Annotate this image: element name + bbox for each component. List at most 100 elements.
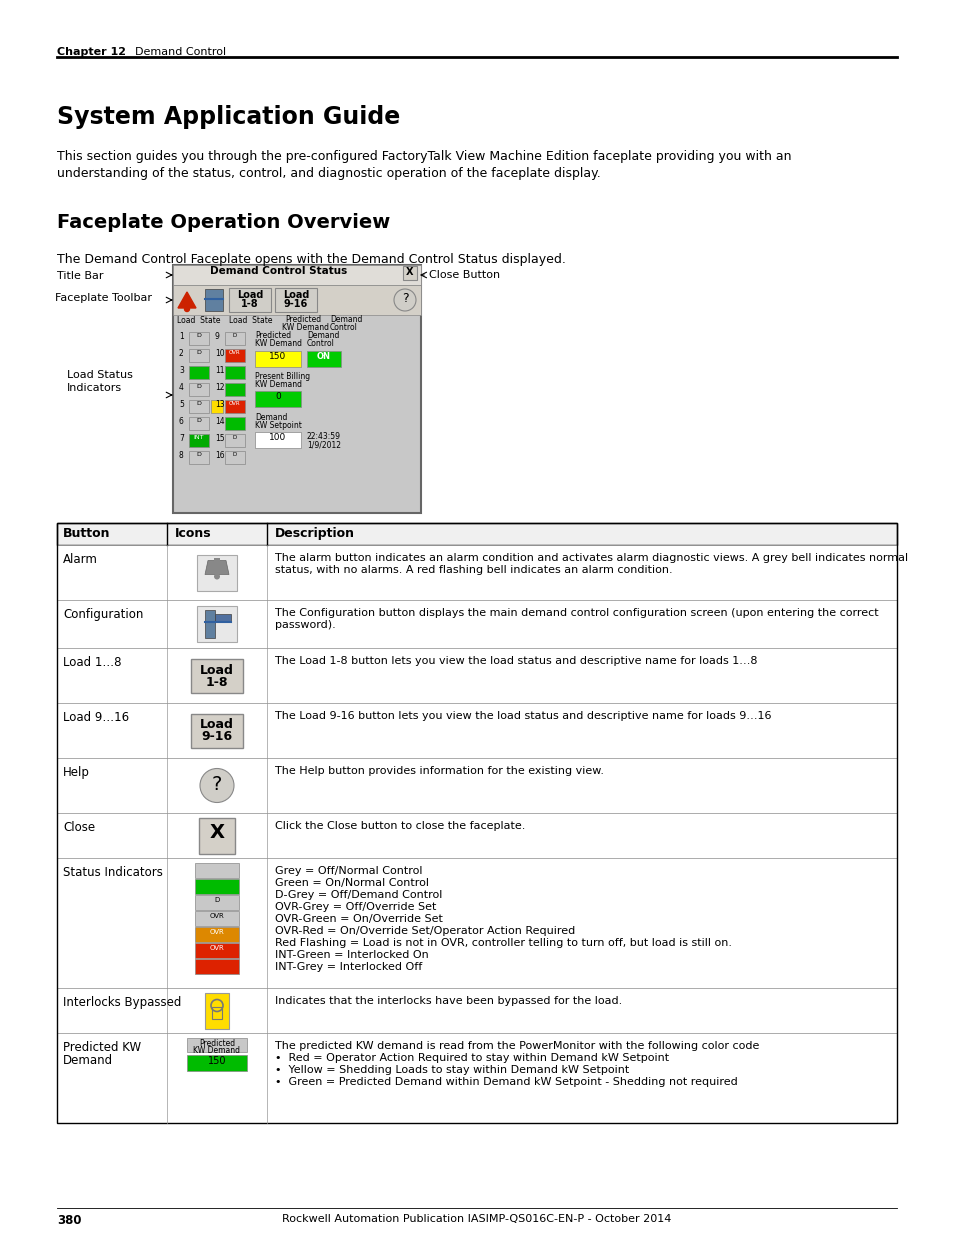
Text: 150: 150 [208,1056,226,1066]
Text: D: D [196,384,201,389]
Text: password).: password). [274,620,335,630]
Text: OVR-Red = On/Override Set/Operator Action Required: OVR-Red = On/Override Set/Operator Actio… [274,926,575,936]
Bar [214,614,231,622]
Text: 1-8: 1-8 [241,299,258,309]
Text: D: D [196,333,201,338]
Text: Load: Load [236,290,263,300]
Bar [196,555,236,590]
Text: Faceplate Operation Overview: Faceplate Operation Overview [57,212,390,232]
Text: INT-Green = Interlocked On: INT-Green = Interlocked On [274,950,428,960]
Bar [172,266,420,513]
Bar [172,266,420,285]
Text: INT: INT [193,435,204,440]
Bar [194,879,239,894]
Text: Predicted: Predicted [254,331,291,340]
Text: D: D [214,897,219,903]
Text: Demand: Demand [307,331,339,340]
Text: 10: 10 [214,350,224,358]
Text: Load: Load [200,663,233,677]
Text: Predicted KW: Predicted KW [63,1041,141,1053]
Text: 0: 0 [274,391,280,401]
Text: OVR: OVR [210,929,224,935]
Text: Demand: Demand [63,1053,113,1067]
Text: 1/9/2012: 1/9/2012 [307,440,340,450]
Text: KW Demand: KW Demand [254,338,302,348]
Text: OVR: OVR [229,401,240,406]
Bar [254,391,301,408]
Bar [187,1037,247,1052]
Bar [191,714,243,747]
Bar [307,351,340,367]
Text: 4: 4 [179,383,184,391]
Text: Help: Help [63,766,90,779]
Text: ?: ? [401,293,408,305]
Text: 15: 15 [214,433,224,443]
Bar [199,818,234,853]
Text: Configuration: Configuration [63,608,143,621]
Text: ON: ON [316,352,331,361]
Text: Description: Description [274,527,355,540]
Text: X: X [210,823,224,841]
Text: D: D [233,435,237,440]
Text: OVR: OVR [210,945,224,951]
Bar [57,1032,896,1123]
Bar [189,332,209,345]
Circle shape [184,306,190,311]
Text: 9: 9 [214,332,219,341]
Bar [225,417,245,430]
Text: D: D [196,452,201,457]
Text: D: D [196,401,201,406]
Bar [189,366,209,379]
Text: understanding of the status, control, and diagnostic operation of the faceplate : understanding of the status, control, an… [57,167,600,180]
Bar [212,1007,222,1019]
Text: KW Demand: KW Demand [282,324,329,332]
Circle shape [394,289,416,311]
Polygon shape [178,291,195,308]
Bar [194,895,239,910]
Text: Load 9…16: Load 9…16 [63,711,129,724]
Text: The Load 1-8 button lets you view the load status and descriptive name for loads: The Load 1-8 button lets you view the lo… [274,656,757,666]
Text: Icons: Icons [174,527,212,540]
Text: Load 1…8: Load 1…8 [63,656,121,669]
Text: Demand: Demand [330,315,362,324]
Text: 11: 11 [214,366,224,375]
Bar [57,858,896,988]
Bar [254,351,301,367]
Text: The alarm button indicates an alarm condition and activates alarm diagnostic vie: The alarm button indicates an alarm cond… [274,553,907,563]
Text: The Help button provides information for the existing view.: The Help button provides information for… [274,766,603,776]
Text: D: D [233,333,237,338]
Text: INT-Grey = Interlocked Off: INT-Grey = Interlocked Off [274,962,422,972]
Bar [225,332,245,345]
Text: 1-8: 1-8 [206,676,228,688]
Bar [57,988,896,1032]
Text: ?: ? [212,776,222,794]
Bar [194,863,239,878]
Text: 3: 3 [179,366,184,375]
Text: status, with no alarms. A red flashing bell indicates an alarm condition.: status, with no alarms. A red flashing b… [274,564,672,576]
Text: Click the Close button to close the faceplate.: Click the Close button to close the face… [274,821,525,831]
Text: Predicted: Predicted [199,1039,234,1049]
Bar [187,1055,247,1071]
Text: 22:43:59: 22:43:59 [307,432,340,441]
Text: The predicted KW demand is read from the PowerMonitor with the following color c: The predicted KW demand is read from the… [274,1041,759,1051]
Bar [225,400,245,412]
Circle shape [213,573,220,579]
Text: Interlocks Bypassed: Interlocks Bypassed [63,995,181,1009]
Text: The Load 9-16 button lets you view the load status and descriptive name for load: The Load 9-16 button lets you view the l… [274,711,771,721]
Text: Indicators: Indicators [67,383,122,393]
Text: Present Billing: Present Billing [254,372,310,382]
Bar [194,944,239,958]
Text: OVR: OVR [229,350,240,354]
Bar [225,451,245,464]
Text: 16: 16 [214,451,224,459]
Text: Demand: Demand [254,412,287,422]
Bar [191,658,243,693]
Text: Faceplate Toolbar: Faceplate Toolbar [55,293,152,303]
Bar [196,606,236,642]
Bar [189,400,209,412]
Text: Button: Button [63,527,111,540]
Bar [205,993,229,1029]
Text: Chapter 12: Chapter 12 [57,47,126,57]
Bar [189,433,209,447]
Text: 12: 12 [214,383,224,391]
